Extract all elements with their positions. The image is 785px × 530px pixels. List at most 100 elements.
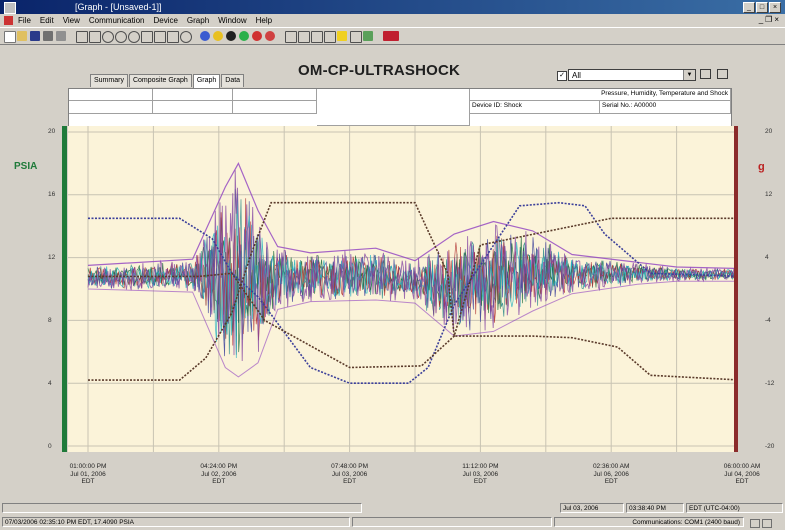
menu-device[interactable]: Device (153, 16, 178, 25)
graph-view-icon[interactable] (311, 31, 323, 43)
close-button[interactable]: × (769, 2, 781, 13)
status-readout: 07/03/2006 02:35:10 PM EDT, 17.4090 PSIA (2, 517, 350, 527)
right-axis-tick: -20 (765, 443, 775, 450)
save-icon[interactable] (30, 31, 40, 41)
left-axis-tick: 20 (48, 128, 56, 135)
x-axis-tick-tz: EDT (735, 478, 749, 485)
open-folder-icon[interactable] (17, 31, 27, 41)
pan-icon[interactable] (89, 31, 101, 43)
x-axis-tick-tz: EDT (343, 478, 357, 485)
doc-restore-button[interactable]: ❐ (765, 15, 773, 24)
series-line-0 (88, 201, 734, 384)
tab-summary[interactable]: Summary (90, 74, 128, 87)
x-axis-tick-date: Jul 02, 2006 (201, 470, 237, 478)
menu-help[interactable]: Help (255, 16, 273, 25)
menu-edit[interactable]: Edit (39, 16, 54, 25)
menu-view[interactable]: View (62, 16, 80, 25)
summary-view-icon[interactable] (298, 31, 310, 43)
lightbulb-icon[interactable] (337, 31, 347, 41)
new-icon[interactable] (4, 31, 16, 43)
tab-data[interactable]: Data (221, 74, 245, 87)
right-axis-tick: -12 (765, 380, 775, 387)
chevron-down-icon[interactable]: ▼ (683, 70, 695, 80)
cursor-icon[interactable] (76, 31, 88, 43)
status-bar: Jul 03, 2006 03:38:40 PM EDT (UTC-04:00)… (0, 503, 785, 530)
minimize-button[interactable]: _ (743, 2, 755, 13)
doc-close-button[interactable]: × (774, 15, 779, 24)
left-axis-tick: 4 (48, 380, 52, 387)
x-axis-tick-date: Jul 04, 2006 (724, 470, 760, 478)
zoom-in-icon[interactable] (115, 31, 127, 43)
menu-file[interactable]: File (18, 16, 31, 25)
right-axis-label: g (758, 161, 765, 173)
x-axis-tick-date: Jul 03, 2006 (331, 470, 368, 478)
toolbar (0, 27, 785, 45)
x-axis-tick-time: 07:48:00 PM (331, 463, 369, 470)
print-icon[interactable] (43, 31, 53, 41)
tab-composite-graph[interactable]: Composite Graph (128, 74, 192, 87)
device-id-cell: Device ID: Shock (470, 101, 600, 114)
status-communications: Communications: COM1 (2400 baud) (554, 517, 744, 527)
right-axis-tick: 20 (765, 128, 773, 135)
status-date: Jul 03, 2006 (560, 503, 624, 513)
network-icon (762, 519, 772, 528)
alarm-icon[interactable] (265, 31, 275, 41)
print-preview-icon[interactable] (56, 31, 66, 41)
zoom-reset-icon[interactable] (180, 31, 192, 43)
device-id-label: Device ID: (472, 102, 502, 109)
menu-communication[interactable]: Communication (88, 16, 145, 25)
menu-window[interactable]: Window (218, 16, 247, 25)
table-view-icon[interactable] (285, 31, 297, 43)
tab-graph[interactable]: Graph (192, 74, 221, 88)
graph-settings-icon[interactable] (700, 69, 711, 79)
left-axis-tick: 0 (48, 443, 52, 450)
view-tabs: Summary Composite Graph Graph Data (90, 74, 245, 88)
x-axis-tick-tz: EDT (212, 478, 226, 485)
x-axis-tick-time: 01:00:00 PM (69, 463, 107, 470)
crosshair-icon[interactable] (102, 31, 114, 43)
zoom-out-icon[interactable] (128, 31, 140, 43)
status-time: 03:38:40 PM (626, 503, 684, 513)
device-info-icon[interactable] (200, 31, 210, 41)
zoom-y-icon[interactable] (154, 31, 166, 43)
x-axis-tick-date: Jul 03, 2006 (462, 470, 499, 478)
maximize-button[interactable]: □ (756, 2, 768, 13)
left-axis-tick: 12 (48, 254, 56, 261)
read-device-icon[interactable] (239, 31, 249, 41)
serial-cell: Serial No.: A00000 (600, 101, 731, 114)
channel-select-value: All (572, 71, 581, 80)
graph-properties-icon[interactable] (716, 69, 728, 79)
left-axis-label: PSIA (14, 161, 38, 172)
language-flag-icon[interactable] (383, 31, 399, 41)
start-device-icon[interactable] (213, 31, 223, 41)
left-axis-bar (62, 126, 67, 452)
calendar-icon[interactable] (350, 31, 362, 43)
document-window-buttons: _ ❐ × (759, 15, 779, 24)
graph-plot-area[interactable] (68, 126, 734, 452)
export-icon[interactable] (324, 31, 336, 43)
x-axis-tick-time: 11:12:00 PM (462, 463, 499, 470)
document-icon (4, 16, 13, 25)
shock-trough-envelope (87, 280, 734, 378)
shock-peak-envelope (87, 162, 734, 270)
chevron-down-icon[interactable] (401, 31, 407, 41)
serial-label: Serial No.: (602, 102, 633, 109)
stop-device-icon[interactable] (226, 31, 236, 41)
reset-device-icon[interactable] (252, 31, 262, 41)
device-info-grid: Pressure, Humidity, Temperature and Shoc… (68, 88, 732, 127)
comm-status-icon (750, 519, 760, 528)
spreadsheet-icon[interactable] (363, 31, 373, 41)
x-axis-tick-date: Jul 06, 2006 (593, 470, 629, 478)
channel-select[interactable]: All ▼ (568, 69, 696, 81)
series-line-1 (88, 201, 734, 381)
series-line-2 (88, 217, 734, 369)
x-axis-tick: 06:00:00 AM Jul 04, 2006 EDT (707, 463, 777, 486)
window-title: [Graph - [Unsaved-1]] (75, 2, 162, 12)
doc-minimize-button[interactable]: _ (758, 15, 764, 24)
x-axis-tick: 01:00:00 PM Jul 01, 2006 EDT (53, 463, 123, 486)
zoom-x-icon[interactable] (141, 31, 153, 43)
menu-graph[interactable]: Graph (186, 16, 210, 25)
channel-checkbox[interactable]: ✓ (557, 71, 567, 81)
device-description: Pressure, Humidity, Temperature and Shoc… (470, 89, 731, 101)
zoom-box-icon[interactable] (167, 31, 179, 43)
